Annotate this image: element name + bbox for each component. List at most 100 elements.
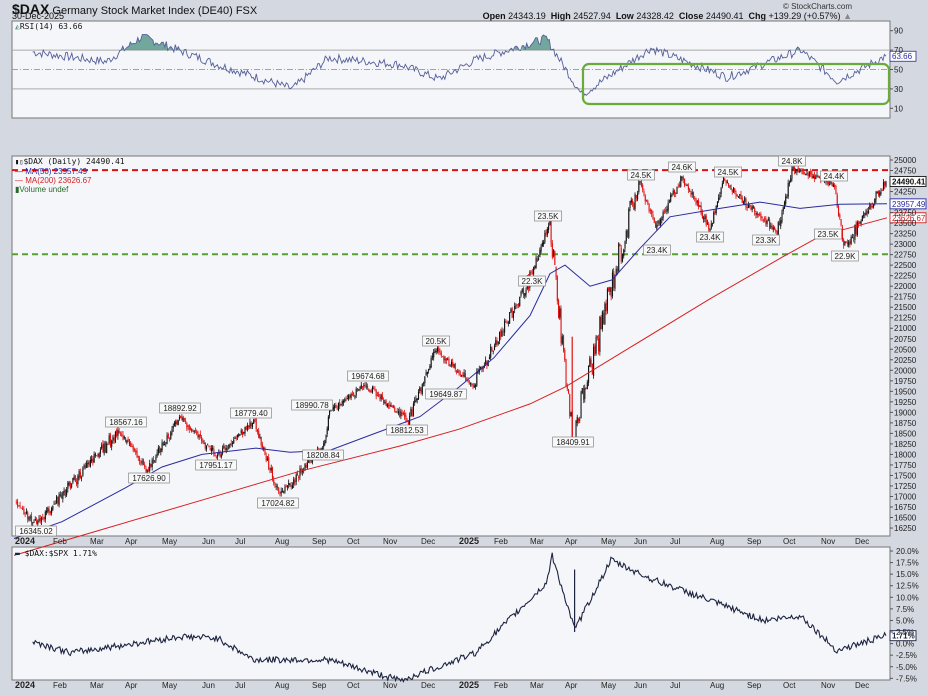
svg-text:24.5K: 24.5K (718, 168, 740, 177)
svg-text:22.3K: 22.3K (522, 277, 544, 286)
ma200-tag: 23626.67 (892, 214, 926, 223)
price-tick: 17000 (894, 492, 917, 501)
price-chart: 16345.02 18567.16 17626.90 18892.92 17951.17… (12, 155, 927, 556)
price-tick: 18250 (894, 440, 917, 449)
x-axis-label: Apr (125, 537, 138, 546)
svg-text:24.8K: 24.8K (782, 157, 804, 166)
price-tick: 20000 (894, 366, 917, 375)
price-annotation: 17024.82 (257, 497, 299, 509)
rs-tick: 2.5% (896, 628, 914, 637)
price-annotation: 24.5K (714, 166, 742, 178)
price-tick: 20750 (894, 335, 917, 344)
x-axis-label: Dec (421, 681, 435, 690)
svg-text:18208.84: 18208.84 (306, 451, 340, 460)
high-value: 24527.94 (573, 11, 611, 21)
price-tick: 18000 (894, 450, 917, 459)
x-axis-label: Aug (710, 537, 724, 546)
x-axis-label: Apr (565, 537, 578, 546)
price-annotation: 23.5K (814, 228, 842, 240)
ma200-line (13, 217, 888, 556)
price-annotation: 22.3K (518, 275, 546, 287)
x-axis-label: Nov (383, 537, 397, 546)
x-axis-label: 2024 (15, 680, 35, 690)
svg-text:18812.53: 18812.53 (390, 426, 424, 435)
last-price-tag: 24490.41 (892, 177, 926, 186)
x-axis-label: Oct (783, 537, 796, 546)
x-axis-label: Sep (747, 537, 762, 546)
price-tick: 18500 (894, 429, 917, 438)
x-axis-label: Oct (347, 537, 360, 546)
x-axis-label: Jul (670, 681, 680, 690)
rs-tick: 15.0% (896, 570, 919, 579)
x-axis-label: Nov (383, 681, 397, 690)
price-tick: 22000 (894, 282, 917, 291)
svg-text:18409.91: 18409.91 (556, 438, 590, 447)
price-tick: 20250 (894, 356, 917, 365)
price-tick: 21250 (894, 314, 917, 323)
ma200-legend: MA(200) 23626.67 (25, 176, 92, 185)
x-axis-label: Dec (855, 537, 869, 546)
x-axis-label: Nov (821, 681, 835, 690)
price-annotation: 23.3K (752, 234, 780, 246)
svg-text:19649.87: 19649.87 (429, 390, 463, 399)
low-value: 24328.42 (636, 11, 674, 21)
price-annotation: 16345.02 (15, 525, 57, 537)
x-axis-label: Nov (821, 537, 835, 546)
rs-line (32, 552, 887, 683)
svg-text:18779.40: 18779.40 (234, 409, 268, 418)
rsi-tick: 70 (894, 46, 903, 55)
svg-text:16345.02: 16345.02 (19, 527, 53, 536)
brand-watermark: © StockCharts.com (782, 2, 852, 11)
price-annotation: 19649.87 (425, 388, 467, 400)
rs-tick: 0.0% (896, 640, 914, 649)
price-tick: 22500 (894, 261, 917, 270)
x-axis-label: Jun (202, 681, 215, 690)
price-tick: 16750 (894, 503, 917, 512)
rs-legend: ▬ $DAX:$SPX 1.71% (15, 549, 97, 558)
rs-tick: -5.0% (896, 663, 917, 672)
price-tick: 23750 (894, 209, 917, 218)
price-annotation: 23.5K (534, 210, 562, 222)
x-axis-label: Apr (125, 681, 138, 690)
price-tick: 20500 (894, 345, 917, 354)
security-name: Germany Stock Market Index (DE40) FSX (52, 5, 258, 17)
price-annotation: 18208.84 (302, 449, 344, 461)
x-axis-label: Jul (670, 537, 680, 546)
price-annotation: 18812.53 (386, 424, 428, 436)
x-axis-label: Oct (783, 681, 796, 690)
price-annotation: 17626.90 (128, 472, 170, 484)
svg-text:19674.68: 19674.68 (351, 372, 385, 381)
x-axis-label: 2025 (459, 680, 479, 690)
x-axis-label: Sep (312, 537, 327, 546)
price-tick: 21500 (894, 303, 917, 312)
rsi-current-tag: 63.66 (892, 52, 913, 61)
price-tick: 17750 (894, 461, 917, 470)
price-tick: 23500 (894, 219, 917, 228)
price-annotation: 20.5K (422, 335, 450, 347)
rs-tick: 20.0% (896, 547, 919, 556)
svg-text:24.4K: 24.4K (824, 172, 846, 181)
svg-text:17024.82: 17024.82 (261, 499, 295, 508)
rsi-chart: 63.66 (12, 34, 917, 106)
x-axis-label: Jun (634, 681, 647, 690)
price-legend: ▮▯$DAX (Daily) 24490.41 — MA(50) 23957.4… (15, 157, 125, 194)
x-axis-label: Feb (494, 537, 508, 546)
svg-text:24.6K: 24.6K (672, 163, 694, 172)
price-tick: 21000 (894, 324, 917, 333)
rs-tick: 17.5% (896, 559, 919, 568)
price-tick: 19000 (894, 408, 917, 417)
svg-text:24.5K: 24.5K (631, 171, 653, 180)
x-axis-label: Oct (347, 681, 360, 690)
price-annotation: 18567.16 (105, 416, 147, 428)
chart-title: $DAX Germany Stock Market Index (DE40) F… (12, 1, 257, 17)
x-axis-label: Dec (855, 681, 869, 690)
svg-text:23.4K: 23.4K (700, 233, 722, 242)
price-tick: 22250 (894, 272, 917, 281)
x-axis-label: Jun (202, 537, 215, 546)
price-tick: 23250 (894, 230, 917, 239)
x-axis-label: Sep (312, 681, 327, 690)
price-annotation: 18892.92 (159, 402, 201, 414)
x-axis-label: Mar (90, 681, 104, 690)
price-tick: 16500 (894, 514, 917, 523)
